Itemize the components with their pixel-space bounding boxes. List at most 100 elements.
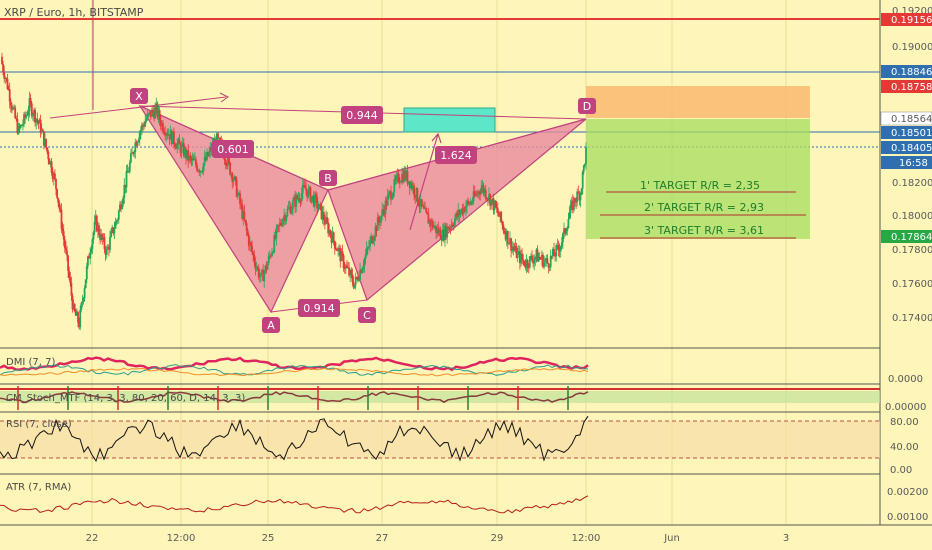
candle-body [307,188,310,198]
candle-body [326,217,328,223]
candle-body [93,221,96,233]
candle-body [7,89,10,90]
candle-body [146,114,149,120]
ratio-label: 1.624 [440,149,472,162]
candle-body [491,198,494,200]
candle-body [316,196,318,209]
candle-body [277,225,280,227]
candle-body [234,176,237,180]
atr-pane[interactable]: ATR (7, RMA) 0.00200 0.00100 [0,482,928,523]
candle-body [72,304,75,310]
candle-body [181,143,184,146]
candle-body [383,210,386,215]
time-axis[interactable]: 22 12:00 25 27 29 12:00 Jun 3 [86,533,790,544]
candle-body [570,200,573,205]
candle-body [405,171,408,179]
candle-body [343,268,346,270]
candle-body [142,124,144,126]
candle-body [182,143,185,156]
candle-body [152,109,154,113]
candle-body [408,181,411,188]
candle-body [128,162,131,172]
candle-body [156,103,159,117]
candle-body [461,208,464,214]
candle-body [456,213,458,217]
pattern-point-b-box [319,170,337,186]
candle-body [157,110,160,117]
candle-body [199,171,202,173]
rsi-pane[interactable]: RSI (7, close) 80.00 40.00 0.00 [0,415,919,476]
pattern-point-labels: X A B C D [130,88,596,333]
candle-body [262,269,264,281]
candle-body [582,165,585,172]
candle-body [92,232,95,240]
candle-body [560,242,563,247]
candle-body [174,143,176,147]
candle-body [541,254,543,260]
candle-body [581,171,584,189]
target-label-1: 1' TARGET R/R = 2,35 [640,179,760,192]
candle-body [239,193,241,204]
candle-body [138,132,141,140]
candle-body [52,173,55,179]
candle-body [368,246,370,248]
candle-body [580,188,583,194]
candle-body [575,201,577,203]
candle-body [409,183,412,188]
candle-body [236,193,239,197]
trend-arrow-head [219,92,229,103]
candle-body [46,147,49,152]
candle-body [418,205,421,207]
candle-body [27,111,30,115]
candle-body [462,207,465,214]
stoch-pane[interactable]: CM_Stoch_MTF (14, 3, 3, 80, 20, 60, D, 1… [0,386,926,413]
candle-body [171,131,174,144]
candle-body [1,56,3,65]
dmi-pane[interactable]: DMI (7, 7) 0.0000 [0,356,923,385]
candle-body [542,254,544,267]
candle-body [253,255,256,263]
candle-body [271,252,273,257]
candle-body [155,103,158,108]
ratio-label: 0.944 [346,109,378,122]
candle-body [354,276,357,285]
candle-body [151,109,153,117]
candle-body [554,255,556,257]
candle-body [533,259,536,264]
candle-body [135,142,138,146]
price-tag-label: 0.18564 [891,114,932,125]
candle-body [8,89,11,102]
candle-body [549,255,552,267]
candle-body [89,252,92,259]
candle-body [417,202,420,206]
candle-body [117,210,120,220]
candle-body [455,213,457,219]
candle-body [470,202,473,204]
candle-body [167,134,170,136]
candle-body [550,255,553,257]
candle-body [125,171,128,188]
candle-body [224,160,227,165]
candle-body [26,114,29,116]
candle-body [223,157,226,161]
candle-body [301,185,304,193]
candle-body [22,124,24,126]
candle-body [36,118,39,122]
candle-body [217,133,219,139]
candle-body [41,129,44,131]
price-tag-label: 0.17864 [891,232,932,243]
candle-body [100,234,103,240]
rsi-band [0,421,880,458]
candle-body [49,161,52,165]
price-tick-label: 0.17800 [892,245,932,256]
candle-body [251,246,253,253]
candle-body [109,237,111,250]
candle-body [447,226,450,231]
candle-body [349,270,352,276]
candle-body [452,225,455,227]
candle-body [370,236,372,241]
candle-body [553,248,555,256]
candle-body [380,216,382,223]
pattern-point-c-box [358,307,376,323]
